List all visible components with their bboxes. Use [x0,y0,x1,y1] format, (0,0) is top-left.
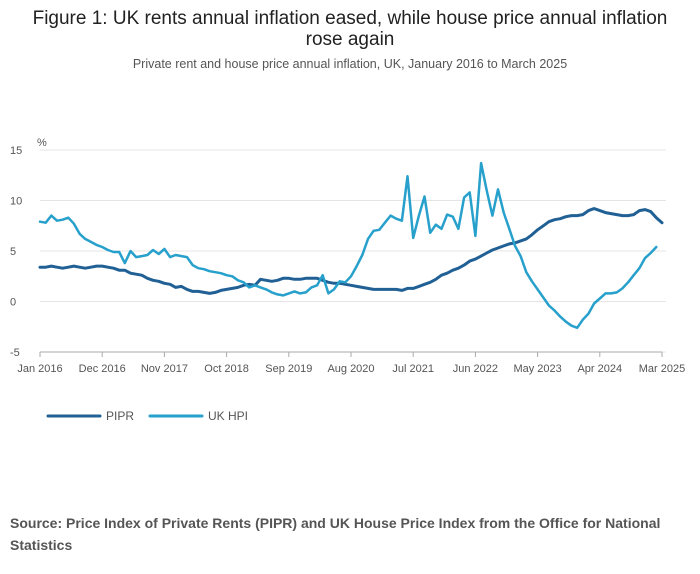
x-tick-label: Apr 2024 [577,363,622,375]
grid-layer [40,149,666,353]
series-line-uk-hpi [38,161,658,330]
y-tick-label: 0 [10,297,16,309]
x-tick-label: Jul 2021 [392,363,434,375]
source-note: Source: Price Index of Private Rents (PI… [10,515,661,553]
legend-label-pipr: PIPR [106,409,134,423]
legend: PIPR UK HPI [46,409,248,423]
x-tick-label: May 2023 [513,363,561,375]
chart-title: Figure 1: UK rents annual inflation ease… [32,8,668,50]
y-axis-label: % [37,137,47,149]
y-tick-label: 15 [10,145,22,157]
y-tick-label: -5 [10,347,20,359]
x-tick-label: Sep 2019 [265,363,312,375]
series-line-pipr [38,207,664,295]
chart-subtitle: Private rent and house price annual infl… [132,57,568,71]
y-tick-label: 10 [10,196,22,208]
x-tick-label: Nov 2017 [141,363,188,375]
series-layer [38,161,664,330]
legend-label-uk-hpi: UK HPI [208,409,248,423]
y-tick-label: 5 [10,246,16,258]
x-tick-label: Oct 2018 [204,363,249,375]
x-tick-label: Dec 2016 [79,363,126,375]
x-tick-label: Jan 2016 [17,363,62,375]
x-tick-label: Mar 2025 [639,363,685,375]
axis-layer: -5 0 5 10 15% Jan 2016 Dec 2016 Nov 2017 Oct 201… [10,137,685,375]
x-tick-label: Aug 2020 [327,363,374,375]
x-tick-label: Jun 2022 [453,363,498,375]
